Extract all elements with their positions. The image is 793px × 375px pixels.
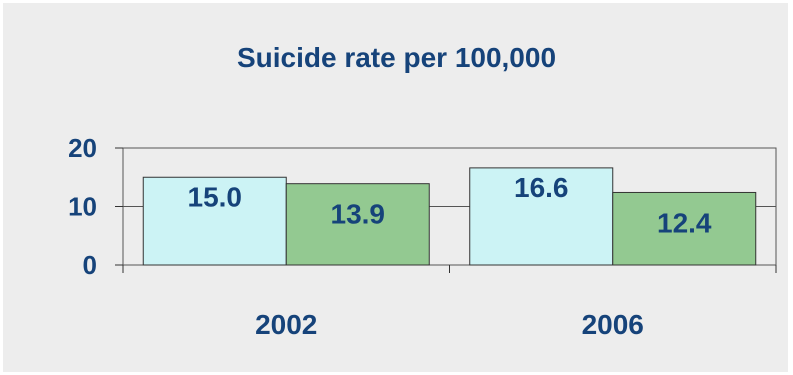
bar [612,191,757,266]
bar [285,183,430,266]
bar-value-label: 15.0 [188,181,243,212]
y-tick-label: 0 [83,250,97,280]
bar-value-label: 16.6 [514,172,569,203]
x-tick-label: 2002 [255,309,317,340]
bar [142,176,287,266]
y-tick-label: 10 [68,192,97,222]
bar-value-label: 12.4 [657,207,712,238]
x-tick-label: 2006 [582,309,644,340]
bar-value-label: 13.9 [331,199,386,230]
y-tick-label: 20 [68,133,97,163]
chart-title: Suicide rate per 100,000 [236,42,557,73]
